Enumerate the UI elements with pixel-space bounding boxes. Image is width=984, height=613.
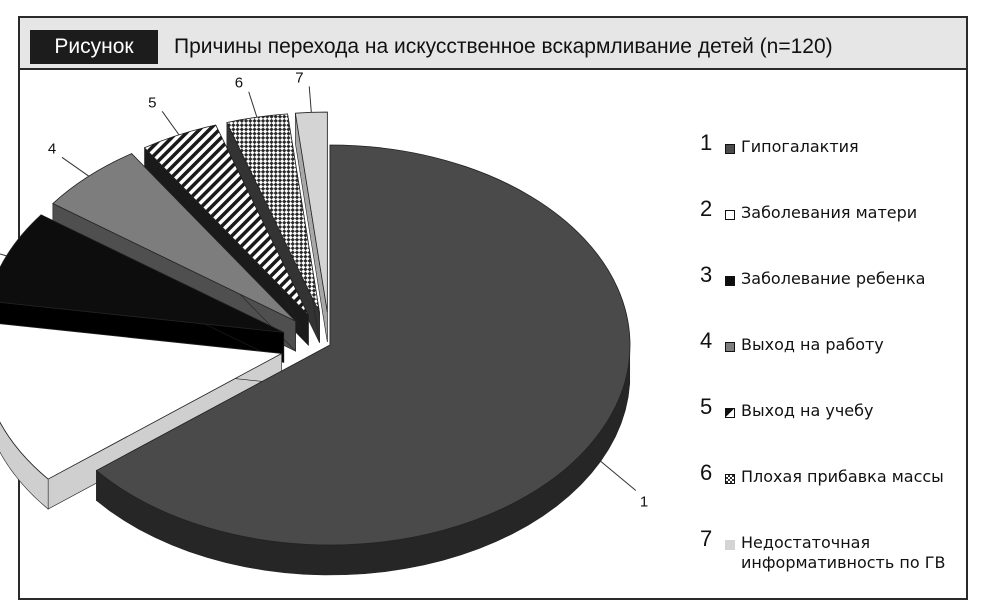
leader-line-5 (161, 111, 180, 136)
leader-line-6 (248, 91, 258, 118)
legend-number: 4 (700, 328, 713, 353)
legend-label: Выход на учебу (741, 401, 874, 420)
leader-line-7 (308, 86, 312, 113)
legend-item-5: 5 Выход на учебу (700, 394, 970, 434)
legend-item-7: 7 Недостаточная информативность по ГВ (700, 526, 970, 572)
leader-line-3 (0, 253, 7, 257)
legend-number: 1 (700, 130, 713, 155)
legend-item-2: 2 Заболевания матери (700, 196, 970, 236)
pie-slice-6 (226, 113, 320, 343)
legend-label: Гипогалактия (741, 137, 859, 156)
legend-item-4: 4 Выход на работу (700, 328, 970, 368)
leader-line-4 (61, 156, 90, 177)
legend-swatch (725, 540, 735, 550)
slice-label-5: 5 (148, 94, 156, 111)
legend-number: 7 (700, 526, 713, 551)
legend-swatch (725, 144, 735, 154)
legend-number: 2 (700, 196, 713, 221)
legend-swatch (725, 210, 735, 220)
pie-slice-1 (95, 144, 631, 576)
pie-slice-7 (294, 111, 328, 343)
legend-label: Заболевание ребенка (741, 269, 926, 288)
legend-label: Заболевания матери (741, 203, 918, 222)
slice-label-4: 4 (48, 140, 56, 157)
leader-line-1 (600, 460, 637, 491)
figure-header: Рисунок Причины перехода на искусственно… (20, 18, 966, 70)
legend-label: Недостаточная информативность по ГВ (741, 533, 946, 572)
legend-swatch (725, 408, 735, 418)
legend-label: Плохая прибавка массы (741, 467, 944, 486)
legend-item-6: 6 Плохая прибавка массы (700, 460, 970, 500)
figure-title: Причины перехода на искусственное вскарм… (174, 35, 833, 58)
slice-label-1: 1 (640, 494, 648, 511)
legend-number: 3 (700, 262, 713, 287)
legend-swatch (725, 342, 735, 352)
legend-item-1: 1 Гипогалактия (700, 130, 970, 170)
legend-item-3: 3 Заболевание ребенка (700, 262, 970, 302)
legend-swatch (725, 474, 735, 484)
legend-number: 5 (700, 394, 713, 419)
legend-label: Выход на работу (741, 335, 884, 354)
slice-label-6: 6 (235, 75, 243, 92)
legend-swatch (725, 276, 735, 286)
legend-number: 6 (700, 460, 713, 485)
figure-badge: Рисунок (30, 30, 158, 64)
slice-label-7: 7 (295, 69, 303, 86)
